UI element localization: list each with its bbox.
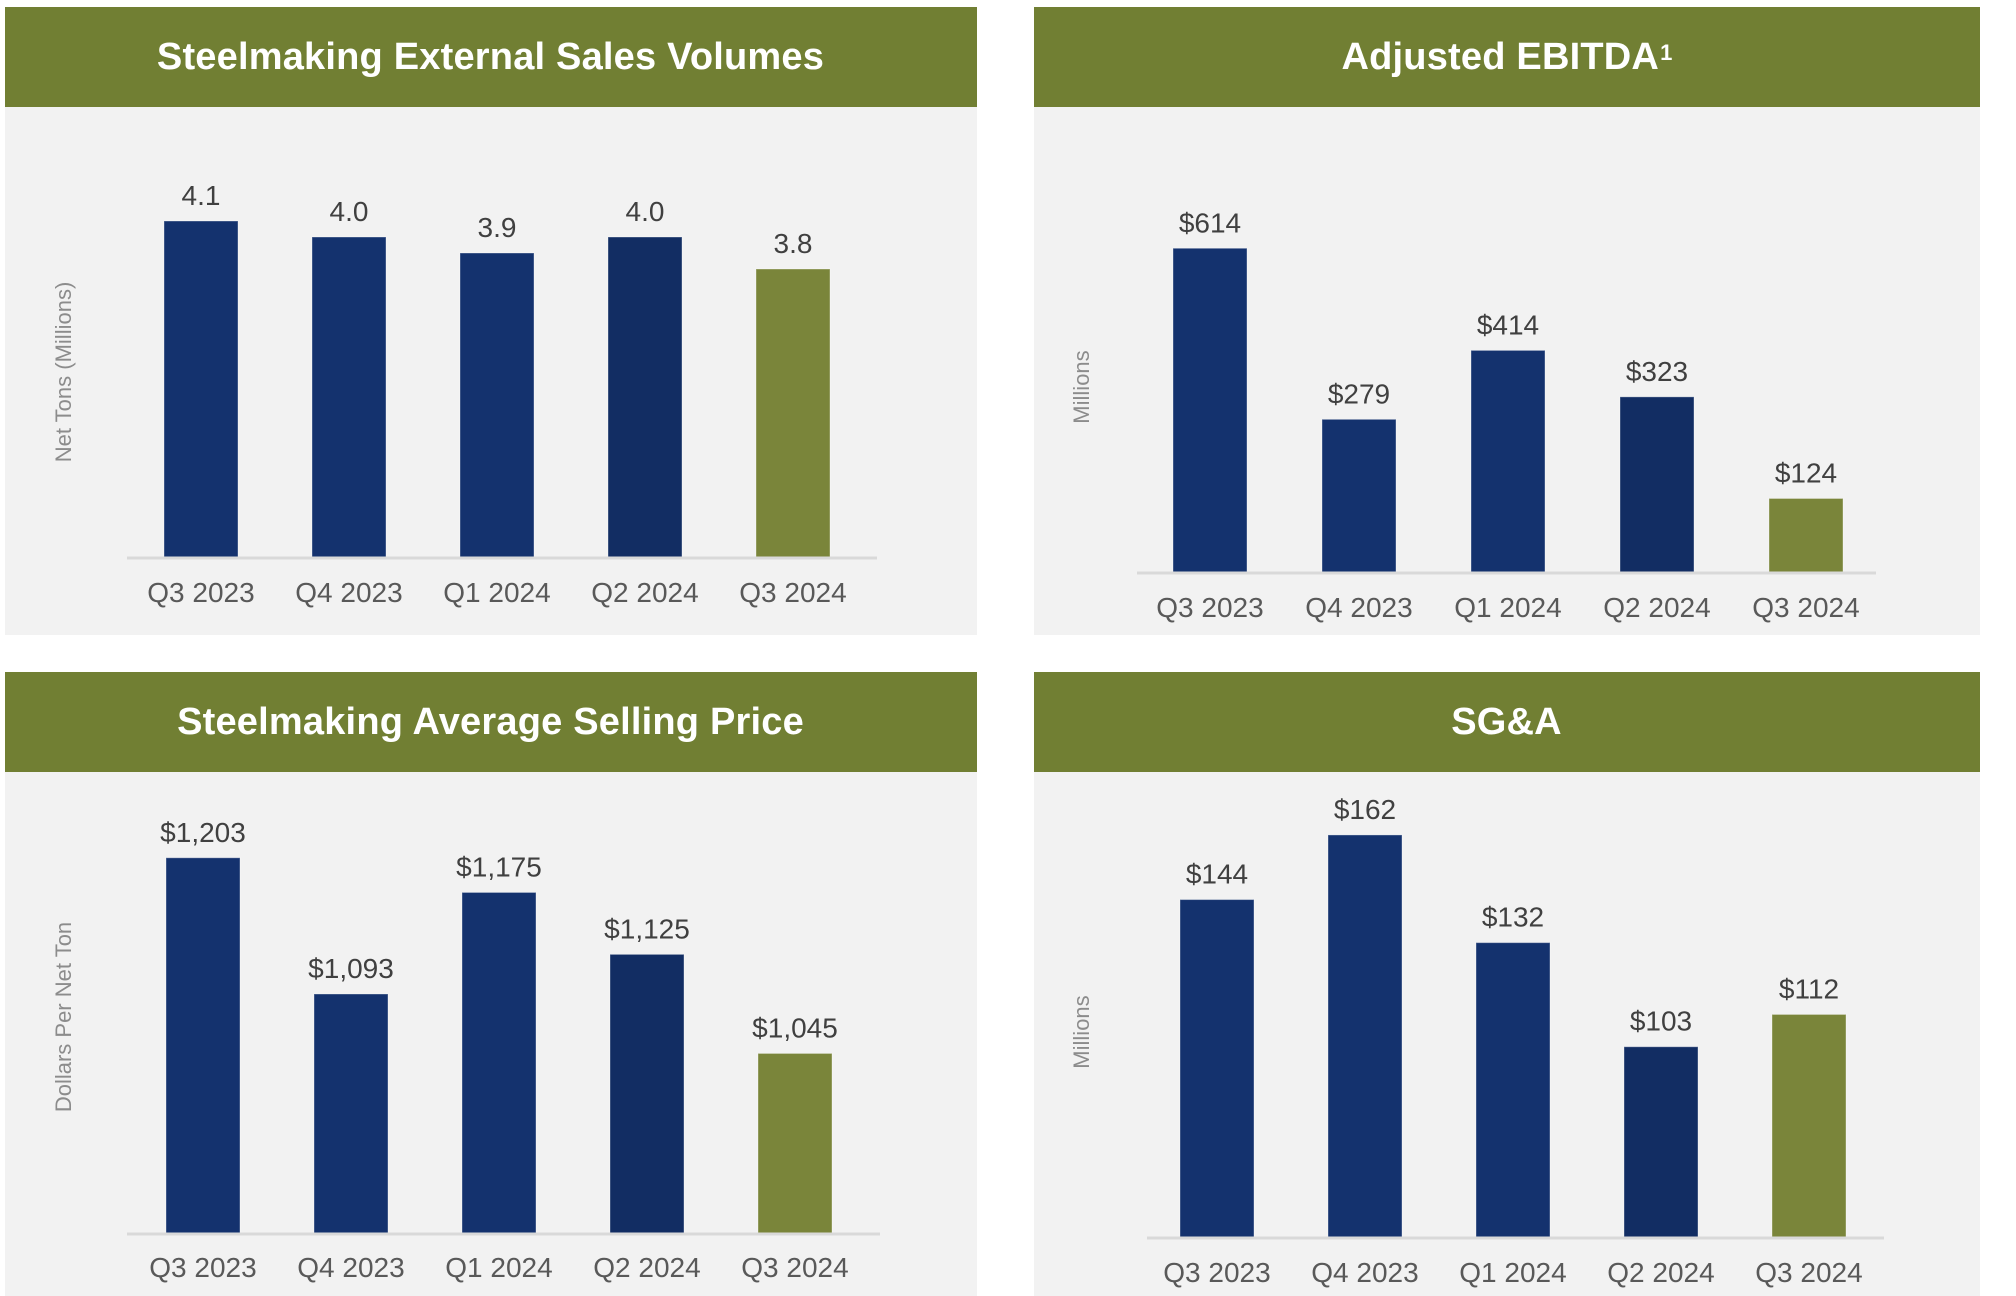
bar-q2-2024 [607, 236, 683, 558]
y-axis-label: Millions [1069, 995, 1094, 1068]
data-label: 3.8 [774, 228, 813, 259]
y-axis-label: Millions [1069, 350, 1094, 423]
data-label: $414 [1477, 309, 1539, 340]
bar-q1-2024 [1470, 349, 1546, 573]
x-tick-label: Q3 2024 [739, 577, 846, 608]
x-tick-label: Q2 2024 [593, 1252, 700, 1283]
data-label: $124 [1775, 457, 1837, 488]
bar-q1-2024 [459, 252, 535, 558]
data-label: $112 [1779, 973, 1839, 1004]
data-label: $132 [1482, 902, 1544, 933]
panel-title: Steelmaking External Sales Volumes [5, 7, 977, 107]
panel-sga: SG&A Millions $144 Q3 2023 $162 Q4 2023 $132 Q… [1034, 672, 1980, 1296]
x-tick-label: Q2 2024 [1603, 592, 1710, 623]
bar-q3-2024 [755, 268, 831, 558]
data-label: $162 [1334, 794, 1396, 825]
bar-q3-2023 [165, 857, 241, 1234]
x-tick-label: Q3 2024 [741, 1252, 848, 1283]
x-tick-label: Q4 2023 [297, 1252, 404, 1283]
data-label: 4.0 [330, 196, 369, 227]
data-label: $1,045 [752, 1012, 838, 1043]
chart-title: Adjusted EBITDA [1341, 35, 1660, 78]
data-label: $1,203 [160, 817, 246, 848]
x-tick-label: Q3 2024 [1752, 592, 1859, 623]
bar-q4-2023 [1327, 834, 1403, 1238]
bar-q3-2024 [757, 1052, 833, 1234]
data-label: $144 [1186, 859, 1248, 890]
x-tick-label: Q1 2024 [445, 1252, 552, 1283]
panel-title: Steelmaking Average Selling Price [5, 672, 977, 772]
panel-title: SG&A [1034, 672, 1980, 772]
x-tick-label: Q1 2024 [1459, 1257, 1566, 1288]
x-tick-label: Q4 2023 [295, 577, 402, 608]
bar-q4-2023 [313, 993, 389, 1234]
chart-sga: Millions $144 Q3 2023 $162 Q4 2023 $132 Q1 202… [1069, 794, 1884, 1288]
bar-q3-2023 [1179, 899, 1255, 1238]
bar-q3-2024 [1771, 1013, 1847, 1238]
bar-q2-2024 [609, 953, 685, 1234]
y-axis-label: Net Tons (Millions) [51, 282, 76, 463]
data-label: $1,093 [308, 953, 394, 984]
x-tick-label: Q2 2024 [591, 577, 698, 608]
x-tick-label: Q3 2024 [1755, 1257, 1862, 1288]
x-tick-label: Q3 2023 [147, 577, 254, 608]
x-tick-label: Q4 2023 [1311, 1257, 1418, 1288]
x-tick-label: Q3 2023 [1156, 592, 1263, 623]
panel-title: Adjusted EBITDA 1 [1034, 7, 1980, 107]
data-label: 3.9 [478, 212, 517, 243]
chart-title: Steelmaking Average Selling Price [177, 700, 804, 743]
bar-q2-2024 [1619, 396, 1695, 573]
bar-q1-2024 [1475, 942, 1551, 1238]
data-label: $279 [1328, 378, 1390, 409]
title-footnote: 1 [1660, 40, 1673, 65]
data-label: $614 [1179, 207, 1241, 238]
x-tick-label: Q3 2023 [149, 1252, 256, 1283]
x-tick-label: Q4 2023 [1305, 592, 1412, 623]
data-label: $1,175 [456, 851, 542, 882]
data-label: $323 [1626, 356, 1688, 387]
panel-adjusted-ebitda: Adjusted EBITDA 1 Millions $614 Q3 2023 $279… [1034, 7, 1980, 635]
data-label: $103 [1630, 1006, 1692, 1037]
panel-sales-volumes: Steelmaking External Sales Volumes Net T… [5, 7, 977, 635]
bar-q3-2023 [163, 220, 239, 558]
x-tick-label: Q1 2024 [1454, 592, 1561, 623]
bar-q3-2023 [1172, 247, 1248, 573]
x-tick-label: Q1 2024 [443, 577, 550, 608]
data-label: 4.0 [626, 196, 665, 227]
x-tick-label: Q2 2024 [1607, 1257, 1714, 1288]
data-label: $1,125 [604, 913, 690, 944]
bar-q4-2023 [311, 236, 387, 558]
x-tick-label: Q3 2023 [1163, 1257, 1270, 1288]
chart-average-selling-price: Dollars Per Net Ton $1,203 Q3 2023 $1,093 Q4… [51, 817, 880, 1283]
y-axis-label: Dollars Per Net Ton [51, 922, 76, 1112]
chart-adjusted-ebitda: Millions $614 Q3 2023 $279 Q4 2023 $414 Q1 202… [1069, 207, 1876, 623]
bar-q3-2024 [1768, 497, 1844, 573]
data-label: 4.1 [182, 180, 221, 211]
bar-q4-2023 [1321, 418, 1397, 573]
chart-sales-volumes: Net Tons (Millions) 4.1 Q3 2023 4.0 Q4 2023 3… [51, 180, 877, 608]
chart-title: SG&A [1451, 700, 1562, 743]
bar-q2-2024 [1623, 1046, 1699, 1238]
panel-average-selling-price: Steelmaking Average Selling Price Dollar… [5, 672, 977, 1296]
chart-title: Steelmaking External Sales Volumes [156, 35, 825, 78]
bar-q1-2024 [461, 891, 537, 1234]
